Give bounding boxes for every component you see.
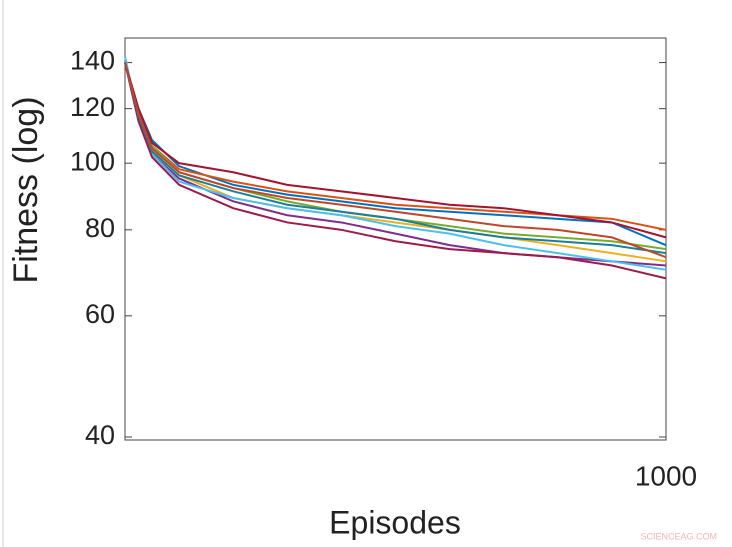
x-tick-label: 1000 [635, 460, 697, 491]
series-line [124, 62, 667, 259]
series-line [124, 62, 667, 255]
series-line [124, 62, 667, 280]
series-line [124, 62, 667, 263]
y-tick-label: 120 [70, 92, 115, 122]
series-line [124, 62, 667, 231]
y-tick-label: 140 [70, 46, 115, 76]
y-tick-label: 40 [85, 420, 115, 450]
watermark: SCIENCEAG.COM [640, 531, 717, 541]
y-axis-label: Fitness (log) [7, 96, 45, 283]
series-line [124, 62, 667, 239]
y-tick-label: 80 [85, 213, 115, 243]
series-line [124, 62, 667, 247]
y-tick-label: 60 [85, 299, 115, 329]
plot-frame [124, 37, 667, 441]
y-tick-label: 100 [70, 146, 115, 176]
series-line [124, 62, 667, 267]
series-line [124, 56, 667, 271]
x-axis-label: Episodes [329, 504, 461, 540]
